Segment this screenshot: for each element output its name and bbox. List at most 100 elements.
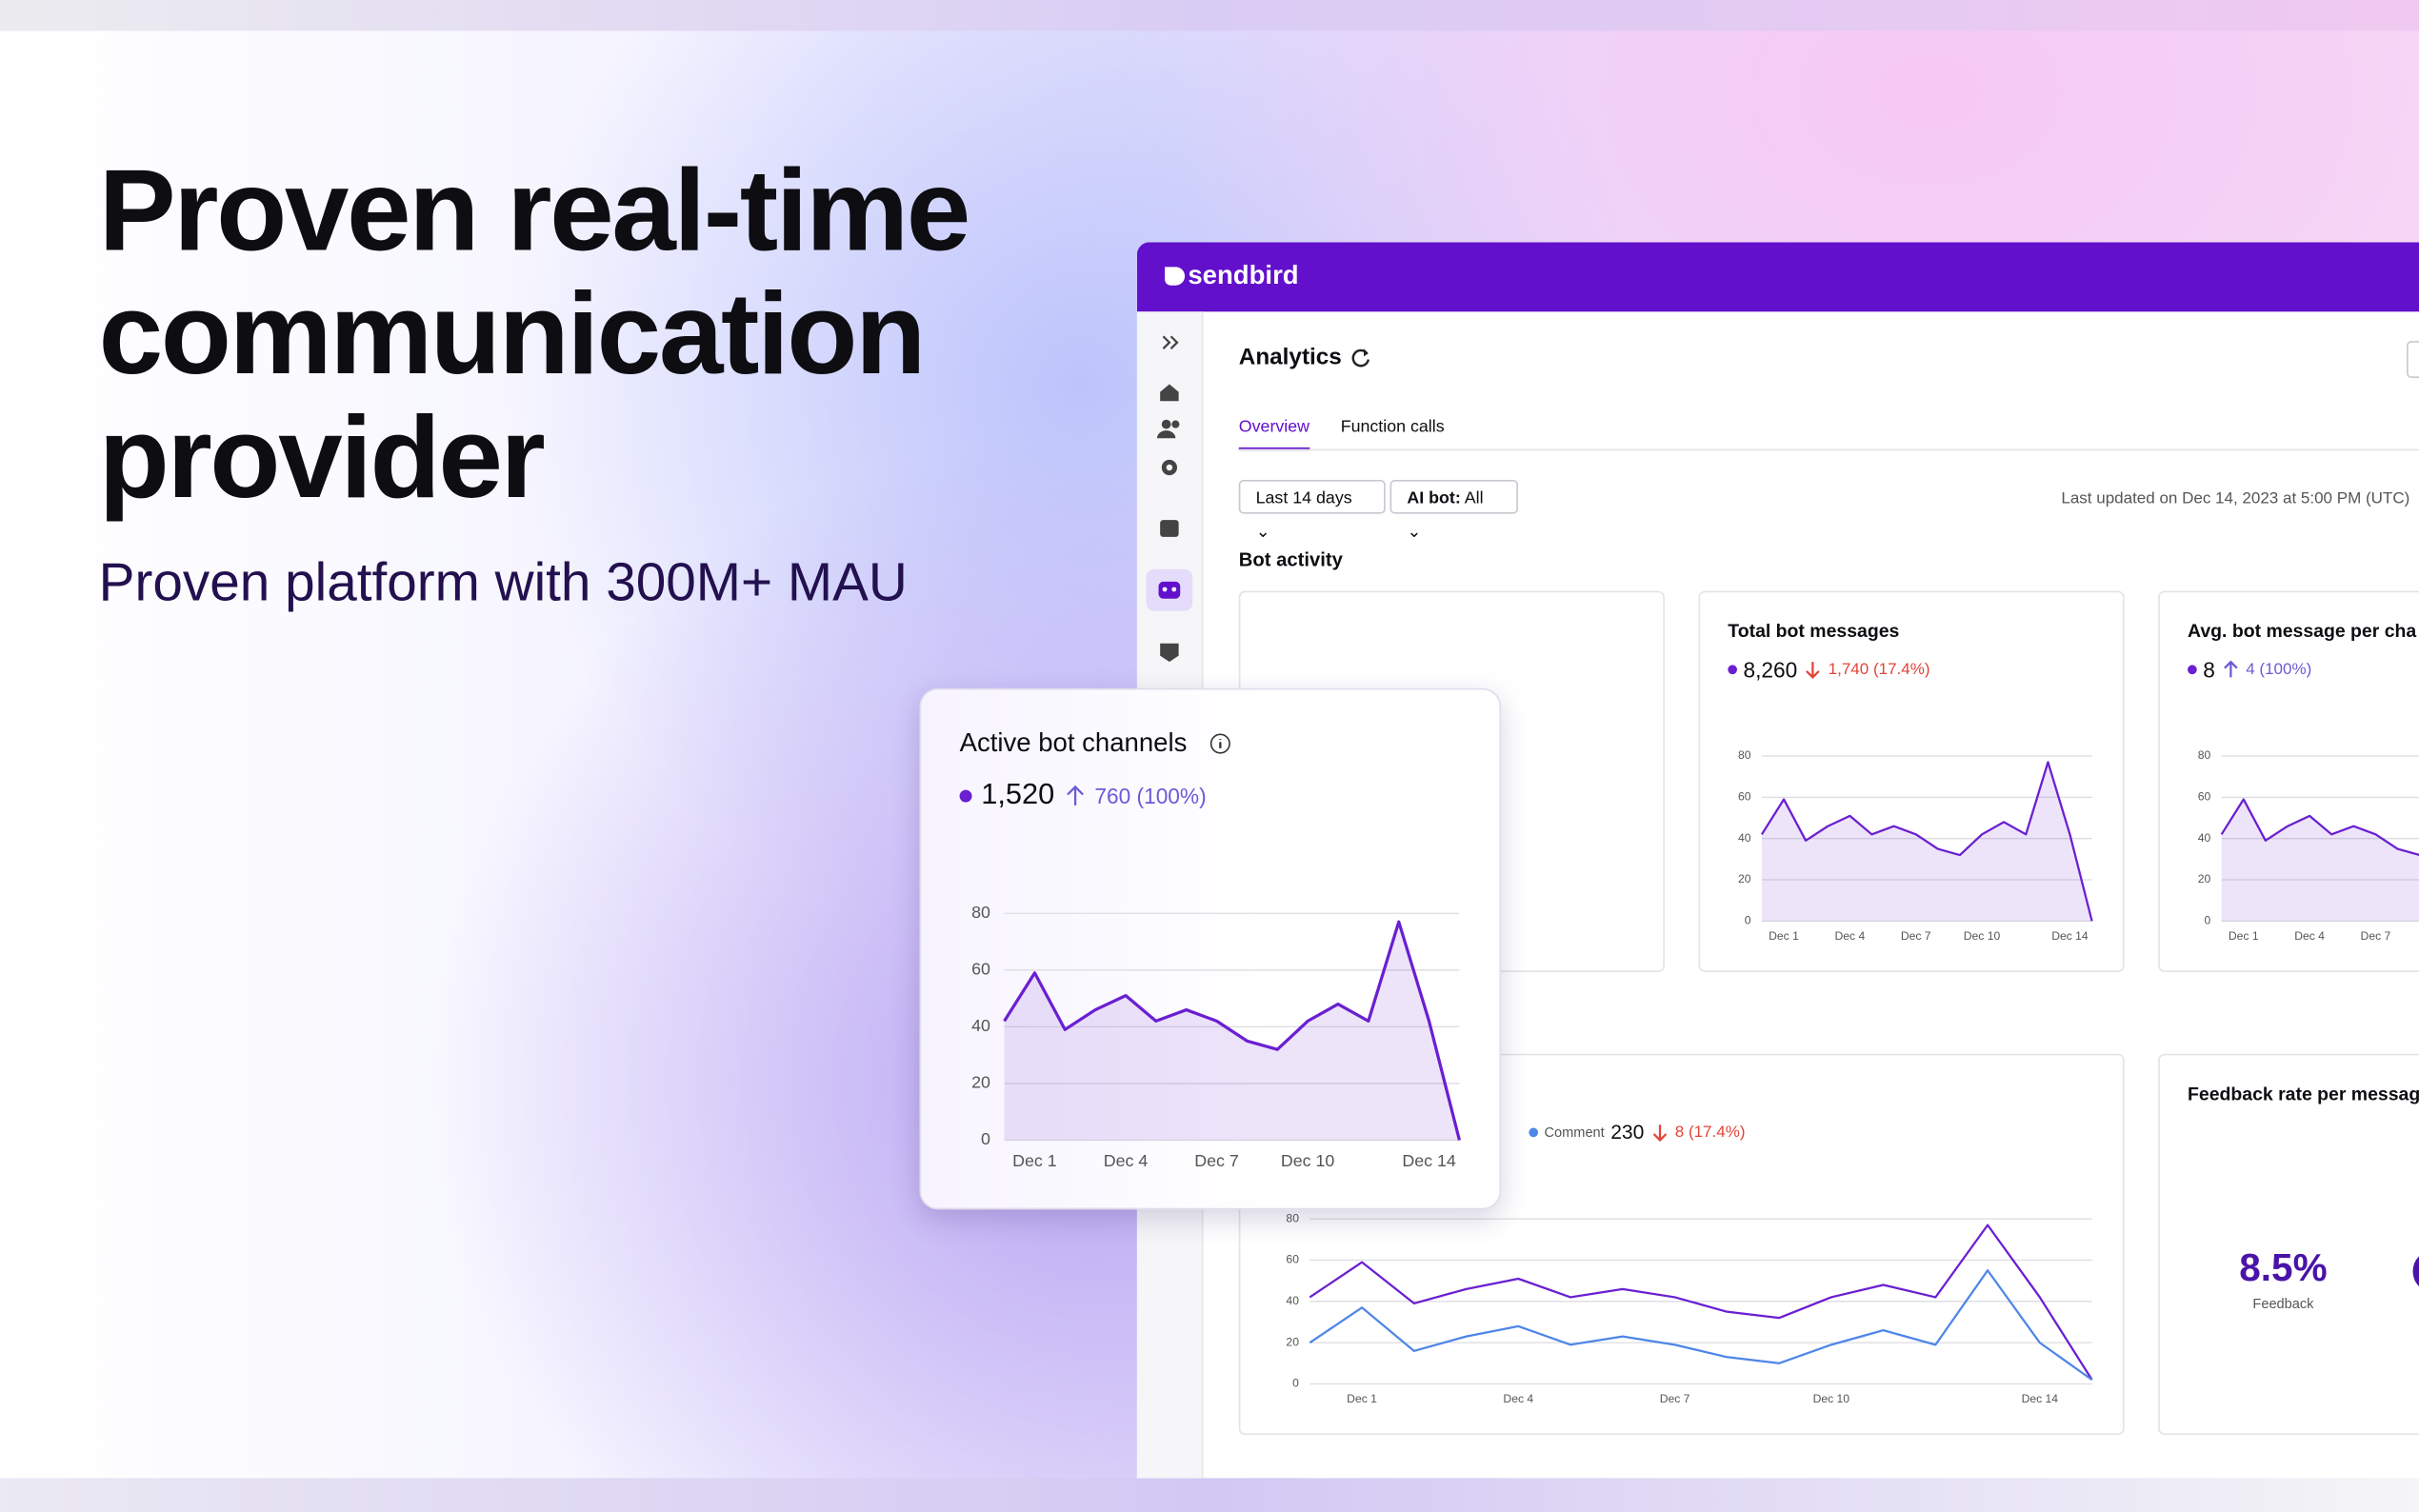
y-tick-label: 40 <box>1286 1294 1299 1307</box>
button[interactable] <box>2407 341 2419 378</box>
x-tick-label: Dec 10 <box>1281 1151 1335 1170</box>
ring <box>2412 1249 2419 1293</box>
x-tick-label: Dec 4 <box>2294 929 2325 943</box>
page-title: Analytics <box>1238 344 1342 370</box>
legend: Comment 230 8 (17.4%) <box>1529 1120 1746 1144</box>
x-tick-label: Dec 7 <box>1194 1151 1239 1170</box>
filter-label: AI bot: <box>1407 488 1461 508</box>
metric-row: 8 4 (100%) <box>2188 657 2311 682</box>
y-tick-label: 80 <box>1286 1211 1299 1224</box>
y-tick-label: 20 <box>1738 872 1751 885</box>
app-header: sendbird <box>1136 242 2419 312</box>
y-tick-label: 20 <box>1286 1335 1299 1348</box>
bottom-strip <box>0 1478 2419 1512</box>
y-tick-label: 40 <box>2198 831 2211 845</box>
x-tick-label: Dec 10 <box>1964 929 2001 943</box>
x-tick-label: Dec 1 <box>1012 1151 1057 1170</box>
area <box>2221 799 2419 922</box>
y-tick-label: 80 <box>1738 748 1751 762</box>
x-tick-label: Dec 4 <box>1104 1151 1149 1170</box>
line <box>1003 920 1461 1141</box>
arrow-icon <box>1652 1124 1667 1142</box>
dot <box>1529 1126 1539 1137</box>
tab[interactable]: Overview <box>1238 418 1310 451</box>
metric: 8 <box>2203 657 2215 683</box>
y-tick-label: 60 <box>1738 790 1751 804</box>
hero-title: Proven real-time communication provider <box>98 145 971 522</box>
tab[interactable]: Function calls <box>1340 418 1445 437</box>
info-icon[interactable] <box>1210 733 1231 755</box>
dot <box>1728 665 1738 675</box>
section-title: Bot activity <box>1238 548 1343 571</box>
y-tick-label: 40 <box>971 1016 990 1035</box>
dot <box>959 789 972 803</box>
arrow-icon <box>2223 660 2238 678</box>
hero-subtitle: Proven platform with 300M+ MAU <box>98 552 908 613</box>
arrow <box>1806 662 1820 679</box>
card-title: Active bot channels <box>959 727 1188 758</box>
feedback-rate: 8.5% <box>2239 1246 2328 1290</box>
card: Feedback rate per messag 8.5% Feedback <box>2158 1053 2419 1435</box>
metric-row: 1,520 760 (100%) <box>959 779 1207 813</box>
arrow <box>2223 660 2238 678</box>
dot <box>2188 665 2197 675</box>
feedback-label: Feedback <box>2252 1296 2314 1312</box>
top-strip <box>0 0 2419 31</box>
x-tick-label: Dec 1 <box>2229 929 2259 943</box>
y-tick-label: 0 <box>1292 1377 1299 1390</box>
card: Avg. bot message per cha 8 4 (100%) 0 20 4… <box>2158 590 2419 972</box>
brand-logo <box>1165 267 1186 286</box>
x-tick-label: Dec 14 <box>2051 929 2089 943</box>
card-title: Total bot messages <box>1728 620 1900 643</box>
refresh-icon[interactable] <box>1349 348 1371 369</box>
line <box>1760 761 2093 922</box>
y-tick-label: 80 <box>2198 748 2211 762</box>
x-tick-label: Dec 7 <box>1660 1392 1690 1405</box>
y-tick-label: 0 <box>1745 914 1751 927</box>
line <box>1309 1224 2093 1381</box>
y-tick-label: 60 <box>2198 790 2211 804</box>
y-tick-label: 0 <box>2205 914 2211 927</box>
change: 1,740 (17.4%) <box>1828 660 1930 679</box>
metric: 8,260 <box>1743 657 1798 683</box>
filter-label: Last 14 days <box>1255 488 1352 508</box>
card-title: Avg. bot message per cha <box>2188 620 2417 643</box>
x-tick-label: Dec 1 <box>1769 929 1799 943</box>
x-tick-label: Dec 1 <box>1347 1392 1377 1405</box>
card-title: Feedback rate per messag <box>2188 1083 2419 1105</box>
filter-value: All <box>1464 488 1484 508</box>
metric: 1,520 <box>981 779 1055 812</box>
brand: sendbird <box>1188 260 1299 290</box>
tab-divider <box>1238 448 2419 451</box>
metric: 230 <box>1610 1120 1645 1144</box>
y-tick-label: 20 <box>971 1073 990 1092</box>
line <box>1309 1269 2093 1382</box>
chart: 0 20 40 60 80 Dec 1 Dec 4 Dec 7 Dec 10 Dec 14 <box>1738 748 2093 943</box>
arrow <box>1066 785 1084 806</box>
x-tick-label: Dec 14 <box>2022 1392 2059 1405</box>
legend-name: Comment <box>1544 1124 1605 1140</box>
line <box>2220 798 2419 857</box>
x-tick-label: Dec 4 <box>1503 1392 1533 1405</box>
y-tick-label: 80 <box>971 903 990 922</box>
x-tick-label: Dec 14 <box>1402 1151 1456 1170</box>
change: 4 (100%) <box>2246 660 2312 679</box>
y-tick-label: 20 <box>2198 872 2211 885</box>
metric-row: 8,260 1,740 (17.4%) <box>1728 657 1930 683</box>
y-tick-label: 40 <box>1738 831 1751 845</box>
filter-button[interactable]: Last 14 days ⌄ <box>1238 479 1386 542</box>
change: 8 (17.4%) <box>1674 1122 1746 1142</box>
arrow-icon <box>1066 785 1084 806</box>
x-tick-label: Dec 4 <box>1835 929 1866 943</box>
x-tick-label: Dec 7 <box>1901 929 1931 943</box>
last-updated: Last updated on Dec 14, 2023 at 5:00 PM … <box>2061 488 2410 508</box>
change: 760 (100%) <box>1094 784 1207 809</box>
x-tick-label: Dec 7 <box>2361 929 2391 943</box>
filter-button[interactable]: AI bot: All ⌄ <box>1389 479 1518 542</box>
y-tick-label: 60 <box>1286 1253 1299 1266</box>
